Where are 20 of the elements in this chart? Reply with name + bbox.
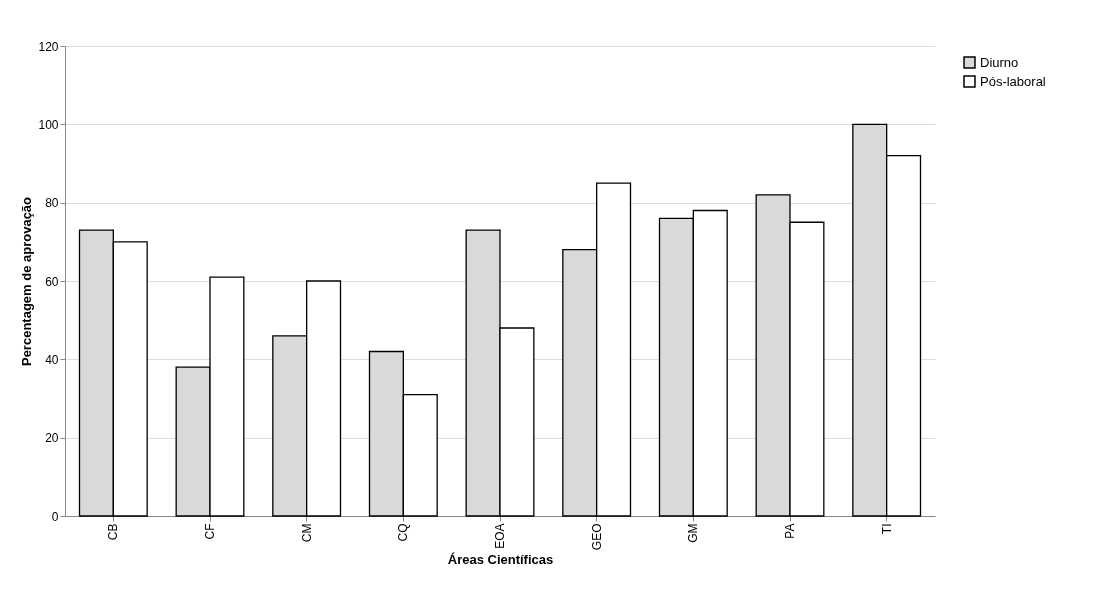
x-axis-title: Áreas Científicas <box>447 552 554 568</box>
x-tick-label: GEO <box>589 523 604 551</box>
y-tick-label: 20 <box>45 431 59 446</box>
y-tick-label: 40 <box>45 352 59 367</box>
x-tick-label: TI <box>879 523 894 535</box>
x-tick-label: EOA <box>493 523 507 549</box>
y-tick-label: 100 <box>38 117 59 132</box>
y-tick-label: 120 <box>38 39 59 54</box>
legend-label: Pós-laboral <box>980 73 1046 89</box>
y-axis-title: Percentagem de aprovação <box>19 196 35 367</box>
x-tick-label: CB <box>106 523 121 541</box>
y-tick-label: 80 <box>45 196 59 211</box>
x-tick-label: PA <box>783 523 797 539</box>
x-tick-label: CM <box>299 523 314 543</box>
y-tick-label: 60 <box>45 274 59 289</box>
legend-label: Diurno <box>980 54 1019 70</box>
x-tick-label: CF <box>203 523 217 540</box>
x-tick-label: CQ <box>396 523 411 542</box>
y-tick-label: 0 <box>51 509 59 524</box>
x-tick-label: GM <box>686 523 701 543</box>
